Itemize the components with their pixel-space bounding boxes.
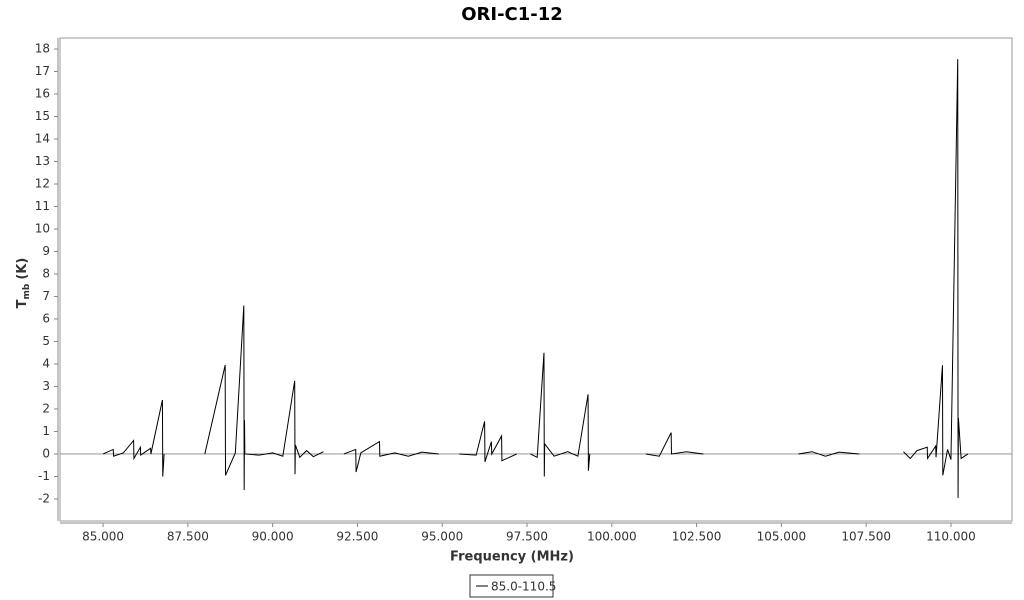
y-tick-label: 16 — [35, 87, 50, 101]
x-tick-label: 107.500 — [841, 530, 891, 544]
y-axis-label: Tmb (K) — [15, 258, 32, 309]
y-tick-label: 12 — [35, 177, 50, 191]
legend-label: 85.0-110.5 — [491, 580, 556, 594]
y-tick-label: 0 — [42, 446, 50, 460]
y-tick-label: 1 — [42, 424, 50, 438]
y-tick-label: 3 — [42, 379, 50, 393]
y-tick-label: 8 — [42, 266, 50, 280]
x-tick-label: 105.000 — [757, 530, 807, 544]
chart-title: ORI-C1-12 — [461, 4, 563, 25]
y-tick-label: 11 — [35, 199, 50, 213]
x-axis-label: Frequency (MHz) — [450, 550, 574, 565]
y-tick-label: 4 — [42, 356, 50, 370]
y-label-unit: (K) — [15, 258, 30, 280]
x-tick-label: 97.500 — [506, 530, 548, 544]
y-tick-label: 14 — [35, 132, 50, 146]
y-tick-label: -2 — [38, 491, 50, 505]
x-tick-label: 100.000 — [587, 530, 637, 544]
y-tick-label: 5 — [42, 334, 50, 348]
y-tick-label: 10 — [35, 221, 50, 235]
y-tick-label: 7 — [42, 289, 50, 303]
x-tick-label: 95.000 — [421, 530, 463, 544]
y-tick-label: 18 — [35, 42, 50, 56]
x-tick-label: 85.000 — [82, 530, 124, 544]
y-tick-label: 13 — [35, 154, 50, 168]
x-tick-label: 90.000 — [252, 530, 294, 544]
y-tick-label: 2 — [42, 401, 50, 415]
x-tick-label: 87.500 — [167, 530, 209, 544]
legend-box — [469, 574, 554, 598]
x-tick-label: 92.500 — [336, 530, 378, 544]
spectrum-line — [102, 59, 969, 498]
y-label-sub: mb — [22, 283, 32, 299]
y-tick-label: 9 — [42, 244, 50, 258]
y-tick-label: -1 — [38, 469, 50, 483]
plot-area — [59, 37, 1013, 522]
y-tick-label: 6 — [42, 311, 50, 325]
x-tick-label: 110.000 — [926, 530, 976, 544]
x-tick-label: 102.500 — [672, 530, 722, 544]
y-tick-label: 15 — [35, 109, 50, 123]
y-tick-label: 17 — [35, 64, 50, 78]
y-label-main: T — [15, 299, 30, 308]
